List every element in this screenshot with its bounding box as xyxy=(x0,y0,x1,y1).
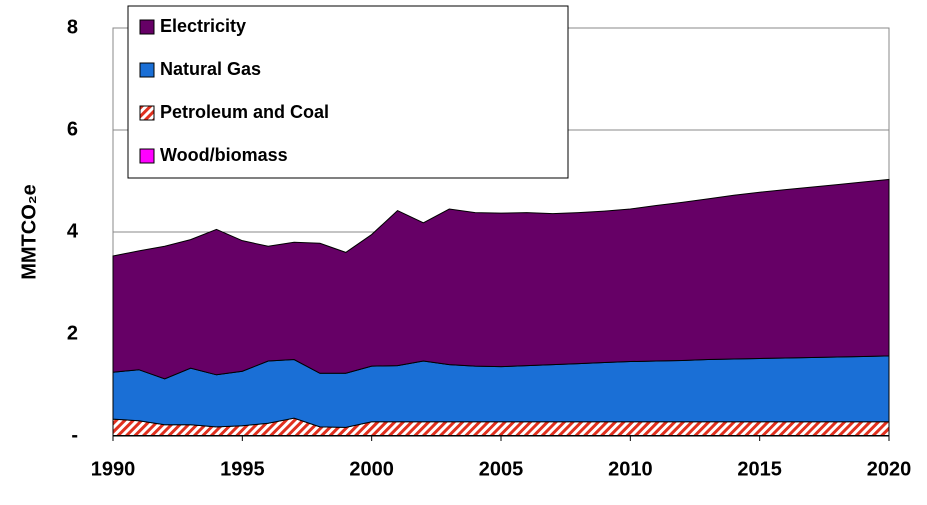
x-tick-label: 2005 xyxy=(479,458,524,480)
area xyxy=(112,178,890,380)
y-tick-label: 2 xyxy=(67,322,78,344)
y-axis-label: MMTCO₂e xyxy=(18,184,40,280)
x-tick-label: 2000 xyxy=(349,458,394,480)
legend-label: Natural Gas xyxy=(160,59,261,79)
legend-swatch xyxy=(139,105,155,121)
legend-swatch xyxy=(139,148,155,164)
legend-swatch xyxy=(139,19,155,35)
x-tick-label: 2010 xyxy=(608,458,653,480)
x-tick-label: 1995 xyxy=(220,458,265,480)
y-tick-label: 8 xyxy=(67,16,78,38)
legend-box xyxy=(127,5,569,179)
y-tick-label: - xyxy=(71,424,78,446)
legend-swatch xyxy=(139,62,155,78)
x-tick-label: 2020 xyxy=(867,458,912,480)
legend-label: Electricity xyxy=(160,16,246,36)
legend-label: Petroleum and Coal xyxy=(160,102,329,122)
y-tick-label: 4 xyxy=(67,220,79,242)
x-tick-label: 1990 xyxy=(91,458,136,480)
legend-label: Wood/biomass xyxy=(160,145,288,165)
x-tick-label: 2015 xyxy=(737,458,782,480)
y-tick-label: 6 xyxy=(67,118,78,140)
